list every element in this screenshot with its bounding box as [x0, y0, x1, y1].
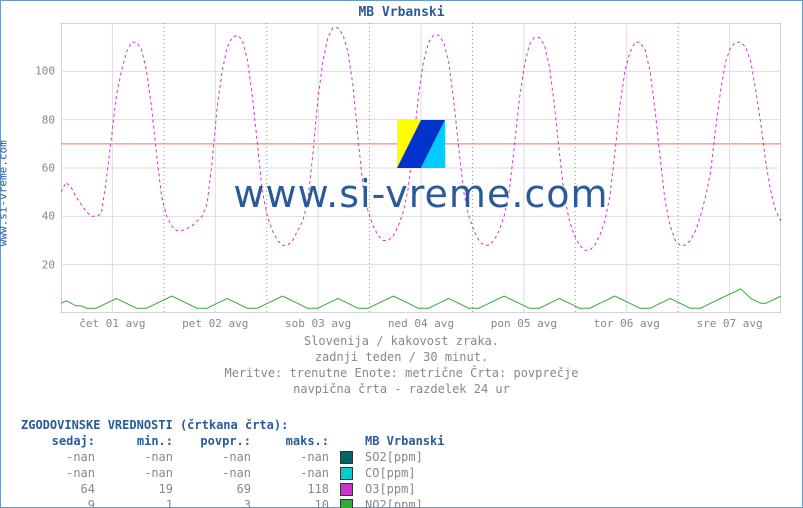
- x-tick-label: ned 04 avg: [388, 317, 454, 330]
- stats-row: -nan-nan-nan-nanCO[ppm]: [21, 465, 448, 481]
- legend-swatch: [340, 499, 353, 508]
- caption-block: Slovenija / kakovost zraka.zadnji teden …: [1, 333, 802, 397]
- y-tick-label: 20: [5, 258, 55, 271]
- y-axis-label: www.si-vreme.com: [0, 140, 10, 246]
- y-tick-label: 80: [5, 113, 55, 126]
- x-tick-label: sre 07 avg: [696, 317, 762, 330]
- y-tick-label: 40: [5, 210, 55, 223]
- chart-plot: [61, 23, 781, 313]
- legend-swatch: [340, 467, 353, 480]
- stats-row: 641969118O3[ppm]: [21, 481, 448, 497]
- caption-line: Meritve: trenutne Enote: metrične Črta: …: [1, 365, 802, 381]
- chart-title: MB Vrbanski: [1, 5, 802, 20]
- caption-line: navpična črta - razdelek 24 ur: [1, 381, 802, 397]
- y-tick-label: 60: [5, 162, 55, 175]
- chart-container: MB Vrbanski www.si-vreme.com čet 01 avg p…: [0, 0, 803, 508]
- x-tick-label: čet 01 avg: [79, 317, 145, 330]
- caption-line: zadnji teden / 30 minut.: [1, 349, 802, 365]
- stats-row: -nan-nan-nan-nanSO2[ppm]: [21, 449, 448, 465]
- stats-row: 91310NO2[ppm]: [21, 497, 448, 508]
- legend-swatch: [340, 483, 353, 496]
- x-tick-label: pet 02 avg: [182, 317, 248, 330]
- caption-line: Slovenija / kakovost zraka.: [1, 333, 802, 349]
- x-tick-label: tor 06 avg: [594, 317, 660, 330]
- y-tick-label: 100: [5, 65, 55, 78]
- x-tick-label: pon 05 avg: [491, 317, 557, 330]
- x-tick-label: sob 03 avg: [285, 317, 351, 330]
- legend-swatch: [340, 451, 353, 464]
- stats-table: sedaj:min.:povpr.:maks.:MB Vrbanski-nan-…: [21, 433, 448, 508]
- stats-block: ZGODOVINSKE VREDNOSTI (črtkana črta): se…: [21, 417, 448, 508]
- stats-header: ZGODOVINSKE VREDNOSTI (črtkana črta):: [21, 417, 448, 433]
